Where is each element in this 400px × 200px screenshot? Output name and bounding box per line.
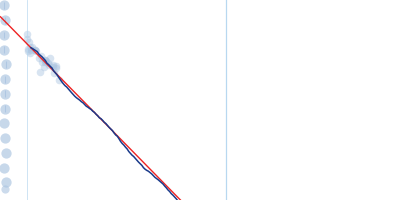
Point <box>53 65 59 68</box>
Point <box>37 70 43 73</box>
Point <box>29 46 35 49</box>
Point <box>42 61 48 64</box>
Point <box>32 48 39 51</box>
Point <box>2 92 8 95</box>
Point <box>3 151 9 154</box>
Point <box>2 181 9 184</box>
Point <box>36 56 42 60</box>
Point <box>42 58 48 62</box>
Point <box>1 166 7 169</box>
Point <box>46 63 52 66</box>
Point <box>24 33 30 36</box>
Point <box>1 122 7 125</box>
Point <box>2 107 8 110</box>
Point <box>43 60 49 63</box>
Point <box>24 49 31 53</box>
Point <box>56 78 62 81</box>
Point <box>32 49 39 52</box>
Point <box>1 4 8 7</box>
Point <box>38 54 44 57</box>
Point <box>2 78 8 81</box>
Point <box>50 64 56 67</box>
Point <box>2 63 9 66</box>
Point <box>50 65 56 68</box>
Point <box>32 49 38 52</box>
Point <box>2 188 8 191</box>
Point <box>47 57 54 60</box>
Point <box>2 136 8 140</box>
Point <box>41 58 48 62</box>
Point <box>24 37 30 40</box>
Point <box>53 67 60 70</box>
Point <box>1 33 8 37</box>
Point <box>41 66 48 69</box>
Point <box>2 19 8 22</box>
Point <box>27 52 34 55</box>
Point <box>28 48 34 52</box>
Point <box>1 48 7 51</box>
Point <box>39 60 45 63</box>
Point <box>51 71 58 74</box>
Point <box>25 48 31 51</box>
Point <box>26 40 32 43</box>
Point <box>45 61 51 64</box>
Point <box>27 46 34 49</box>
